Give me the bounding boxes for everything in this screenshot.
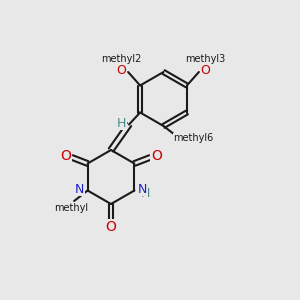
Text: O: O (151, 149, 162, 163)
Text: O: O (179, 131, 188, 145)
Text: O: O (106, 220, 116, 234)
Text: H: H (117, 116, 126, 130)
Text: N: N (138, 182, 148, 196)
Text: O: O (60, 149, 71, 163)
Text: O: O (117, 64, 127, 77)
Text: O: O (200, 64, 210, 77)
Text: methyl2: methyl2 (101, 54, 142, 64)
Text: methyl3: methyl3 (185, 54, 226, 64)
Text: methyl6: methyl6 (173, 133, 214, 143)
Text: N: N (74, 182, 84, 196)
Text: H: H (141, 187, 151, 200)
Text: methyl: methyl (54, 202, 88, 213)
